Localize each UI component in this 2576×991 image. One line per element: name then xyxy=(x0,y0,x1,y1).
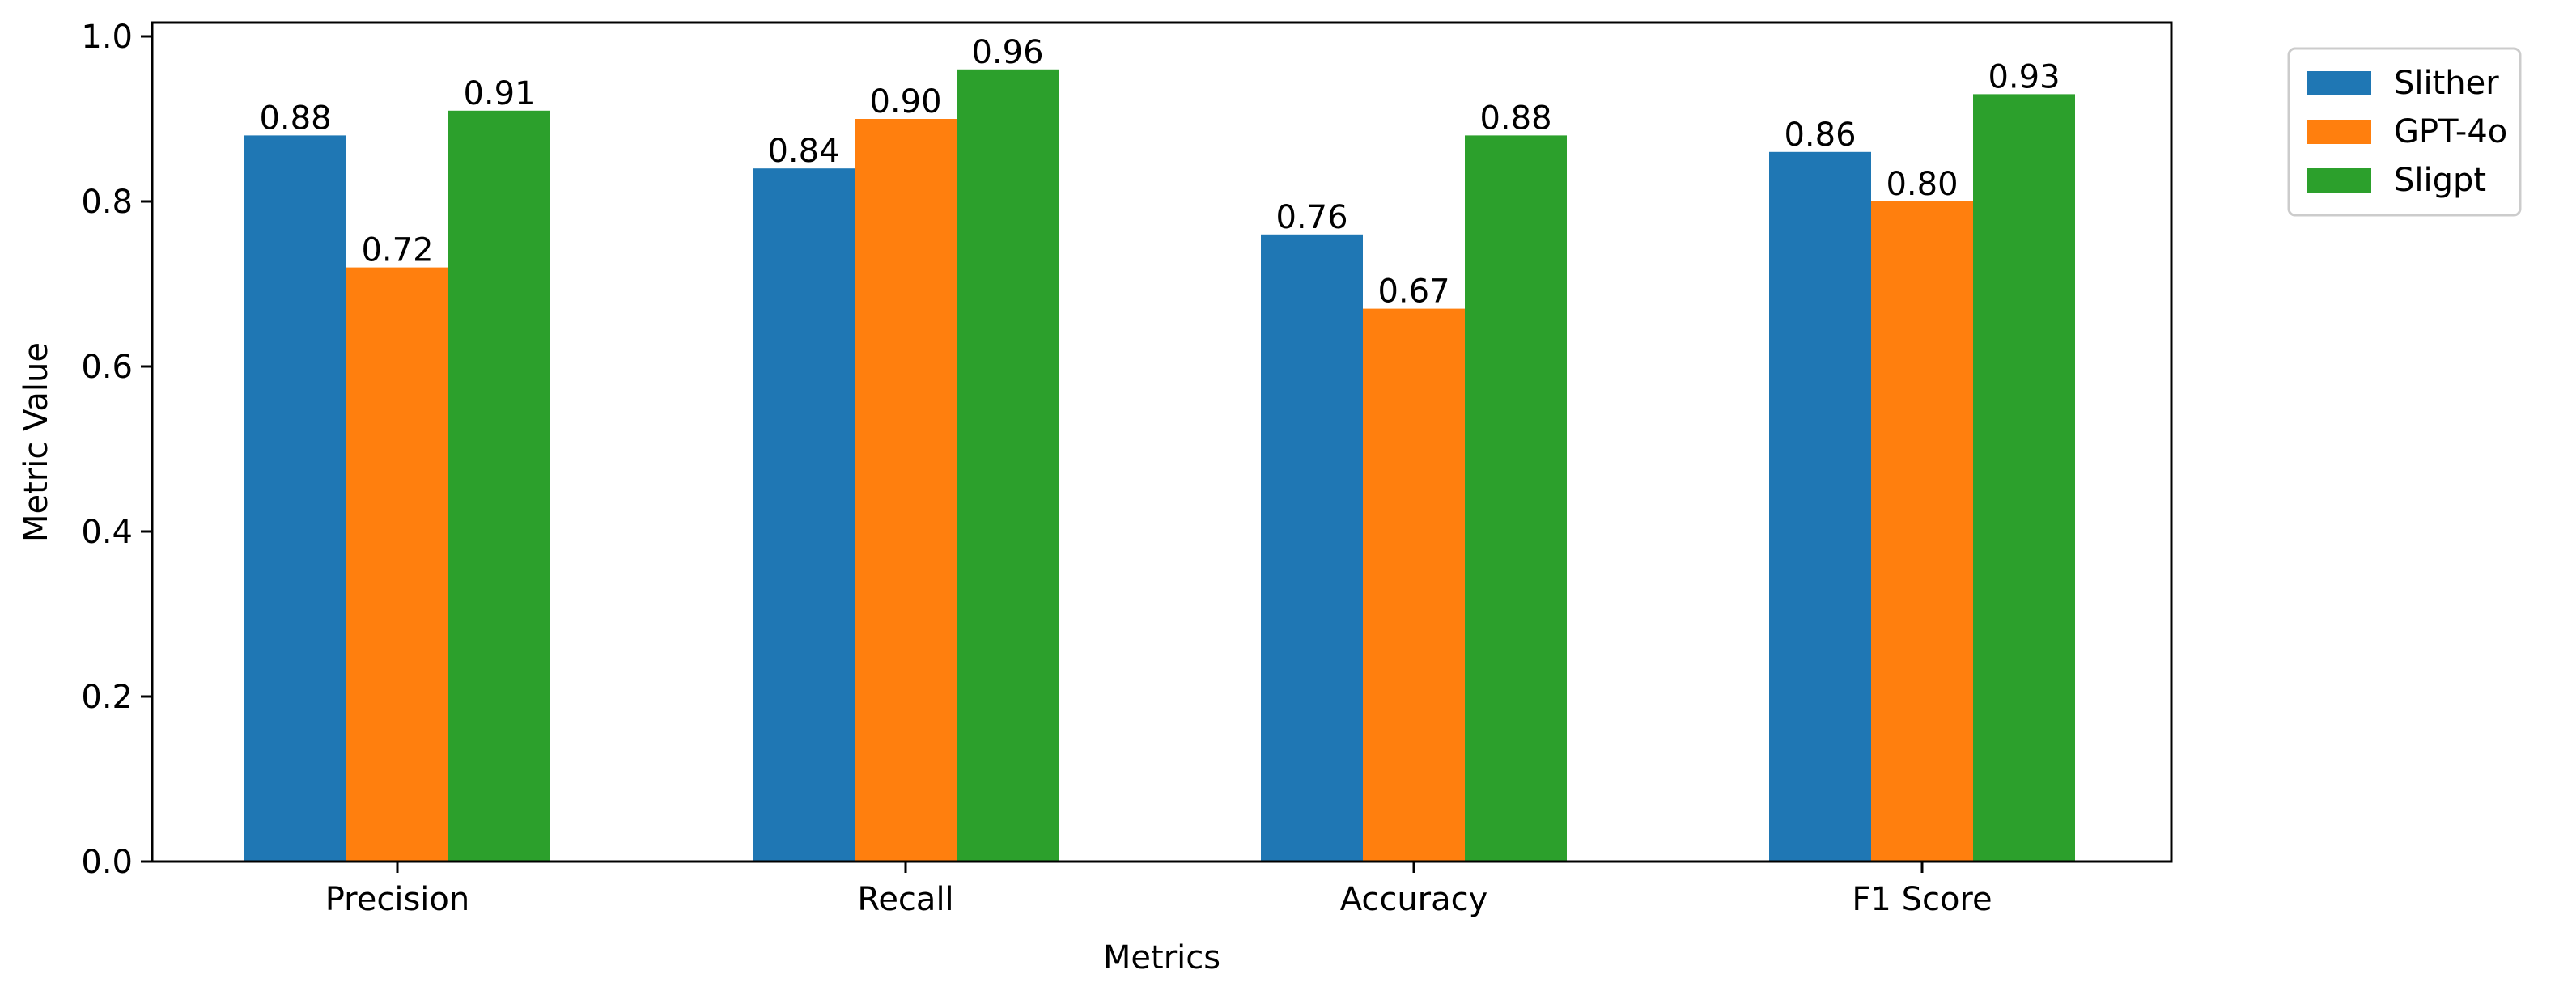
x-tick-label: Accuracy xyxy=(1340,881,1488,918)
bar-slither-f1-score xyxy=(1769,151,1871,862)
data-label: 0.84 xyxy=(767,133,839,170)
bar-gpt-4o-f1-score xyxy=(1871,201,1973,862)
bar-slither-recall xyxy=(753,168,855,862)
bar-sligpt-precision xyxy=(448,110,550,862)
x-axis: Precision Recall Accuracy F1 Score xyxy=(325,862,1992,918)
bar-gpt-4o-recall xyxy=(855,119,957,862)
data-label: 0.67 xyxy=(1377,273,1449,311)
data-label: 0.88 xyxy=(259,100,331,137)
bar-sligpt-f1-score xyxy=(1973,94,2075,862)
x-tick-label: Recall xyxy=(857,881,953,918)
legend: Slither GPT-4o Sligpt xyxy=(2287,47,2522,217)
y-tick-label: 0.4 xyxy=(81,514,133,551)
legend-swatch xyxy=(2307,120,2371,144)
plot-frame xyxy=(151,21,2173,863)
bar-sligpt-accuracy xyxy=(1465,135,1567,862)
data-label: 0.72 xyxy=(361,232,433,269)
y-axis: 0.0 0.2 0.4 0.6 0.8 1.0 xyxy=(81,19,152,881)
data-label: 0.76 xyxy=(1275,199,1347,236)
data-label: 0.80 xyxy=(1886,166,1958,203)
data-label: 0.93 xyxy=(1988,58,2060,95)
y-tick-label: 1.0 xyxy=(81,19,133,56)
legend-label: Slither xyxy=(2394,65,2499,102)
x-axis-label: Metrics xyxy=(1103,939,1220,976)
y-tick-label: 0.2 xyxy=(81,679,133,716)
data-label: 0.86 xyxy=(1784,116,1856,154)
bar-slither-precision xyxy=(244,135,346,862)
x-tick-label: F1 Score xyxy=(1852,881,1992,918)
data-labels-layer: 0.88 0.72 0.91 0.84 0.90 0.96 0.76 0.67 0.88 0.86… xyxy=(259,34,2060,311)
bar-slither-accuracy xyxy=(1261,234,1363,862)
legend-swatch xyxy=(2307,168,2371,193)
y-axis-label: Metric Value xyxy=(18,342,55,542)
x-tick-label: Precision xyxy=(325,881,469,918)
data-label: 0.88 xyxy=(1479,100,1551,137)
legend-label: Sligpt xyxy=(2394,162,2486,199)
y-tick-label: 0.8 xyxy=(81,184,133,221)
bars-layer xyxy=(244,69,2075,862)
legend-label: GPT-4o xyxy=(2394,113,2507,150)
data-label: 0.90 xyxy=(869,83,941,121)
bar-gpt-4o-accuracy xyxy=(1363,308,1465,862)
y-tick-label: 0.0 xyxy=(81,844,133,881)
data-label: 0.91 xyxy=(463,75,535,112)
legend-swatch xyxy=(2307,71,2371,95)
bar-sligpt-recall xyxy=(957,69,1059,862)
y-tick-label: 0.6 xyxy=(81,349,133,386)
data-label: 0.96 xyxy=(971,34,1043,71)
bar-gpt-4o-precision xyxy=(346,267,448,862)
